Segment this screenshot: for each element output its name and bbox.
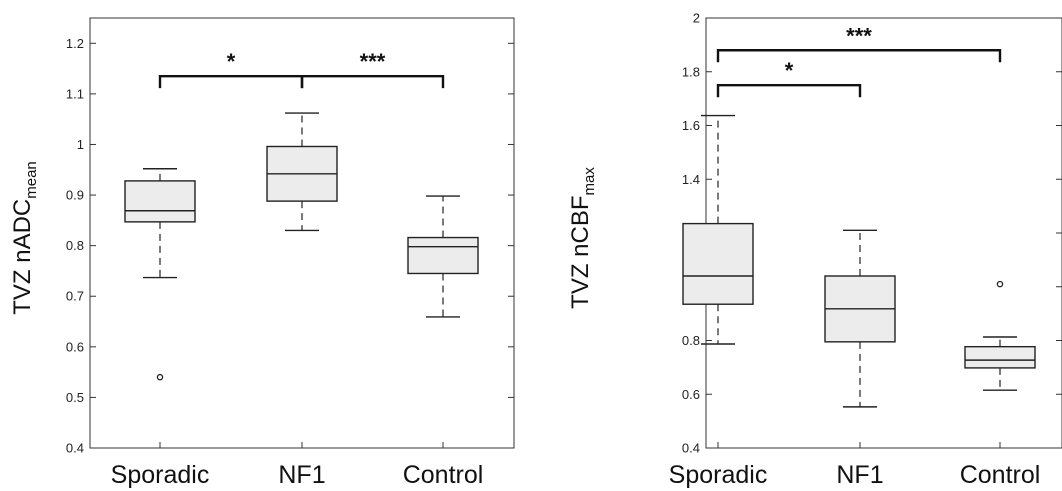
significance-bracket: * <box>158 49 304 89</box>
significance-bracket: * <box>716 58 862 98</box>
y-axis-label-main: TVZ nCBF <box>567 196 594 309</box>
interquartile-box <box>964 345 1036 369</box>
box-nf1 <box>824 229 896 408</box>
y-tick-label: 0.8 <box>66 238 84 253</box>
interquartile-box <box>124 180 196 223</box>
left-boxplot-panel: 0.4 0.5 0.6 0.7 0.8 0.9 1 1.1 1.2 TVZ nADCmean Spo… <box>9 17 515 489</box>
category-label-nf1: NF1 <box>836 461 883 489</box>
y-tick-label: 1.8 <box>682 64 700 79</box>
plot-frame <box>705 17 1062 449</box>
box-nf1 <box>266 112 338 232</box>
y-tick-label: 0.6 <box>682 387 700 402</box>
box-sporadic <box>682 114 754 345</box>
y-tick-label: 1.4 <box>682 172 700 187</box>
y-axis-label-subscript: mean <box>23 161 40 199</box>
y-axis-label: TVZ nCBFmax <box>567 167 598 309</box>
y-tick-label: 0.6 <box>66 339 84 354</box>
bracket-line <box>716 83 862 98</box>
y-axis-label-subscript: max <box>581 167 598 196</box>
interquartile-box <box>682 222 754 305</box>
y-tick-label: 1.6 <box>682 118 700 133</box>
box-sporadic <box>124 168 196 381</box>
y-tick-label: 0.8 <box>682 333 700 348</box>
outlier-point <box>996 280 1004 288</box>
y-tick-label: 0.9 <box>66 188 84 203</box>
y-tick-label: 0.7 <box>66 289 84 304</box>
y-tick-label: 0.5 <box>66 390 84 405</box>
y-axis-label: TVZ nADCmean <box>9 161 40 315</box>
category-label-control: Control <box>960 461 1041 489</box>
category-label-sporadic: Sporadic <box>669 461 768 489</box>
bracket-line <box>716 49 1002 63</box>
y-axis-label-main: TVZ nADC <box>9 199 36 315</box>
box-control <box>407 195 479 318</box>
y-tick-label: 0.4 <box>66 441 84 456</box>
bracket-line <box>158 74 304 89</box>
significance-bracket: *** <box>716 23 1002 63</box>
y-tick-label: 1.1 <box>66 86 84 101</box>
interquartile-box <box>407 236 479 275</box>
outlier-point <box>156 373 164 381</box>
category-label-control: Control <box>403 461 484 489</box>
bracket-line <box>300 74 445 89</box>
y-tick-label: 1 <box>77 137 84 152</box>
significance-label: * <box>785 58 794 83</box>
significance-bracket: *** <box>300 49 445 89</box>
significance-label: * <box>227 49 236 74</box>
y-tick-label: 2 <box>693 11 700 26</box>
category-label-sporadic: Sporadic <box>111 461 210 489</box>
significance-label: *** <box>846 23 872 48</box>
category-label-nf1: NF1 <box>278 461 325 489</box>
significance-label: *** <box>360 49 386 74</box>
y-tick-label: 1.2 <box>66 36 84 51</box>
y-tick-label: 0.4 <box>682 441 700 456</box>
box-control <box>964 280 1036 391</box>
